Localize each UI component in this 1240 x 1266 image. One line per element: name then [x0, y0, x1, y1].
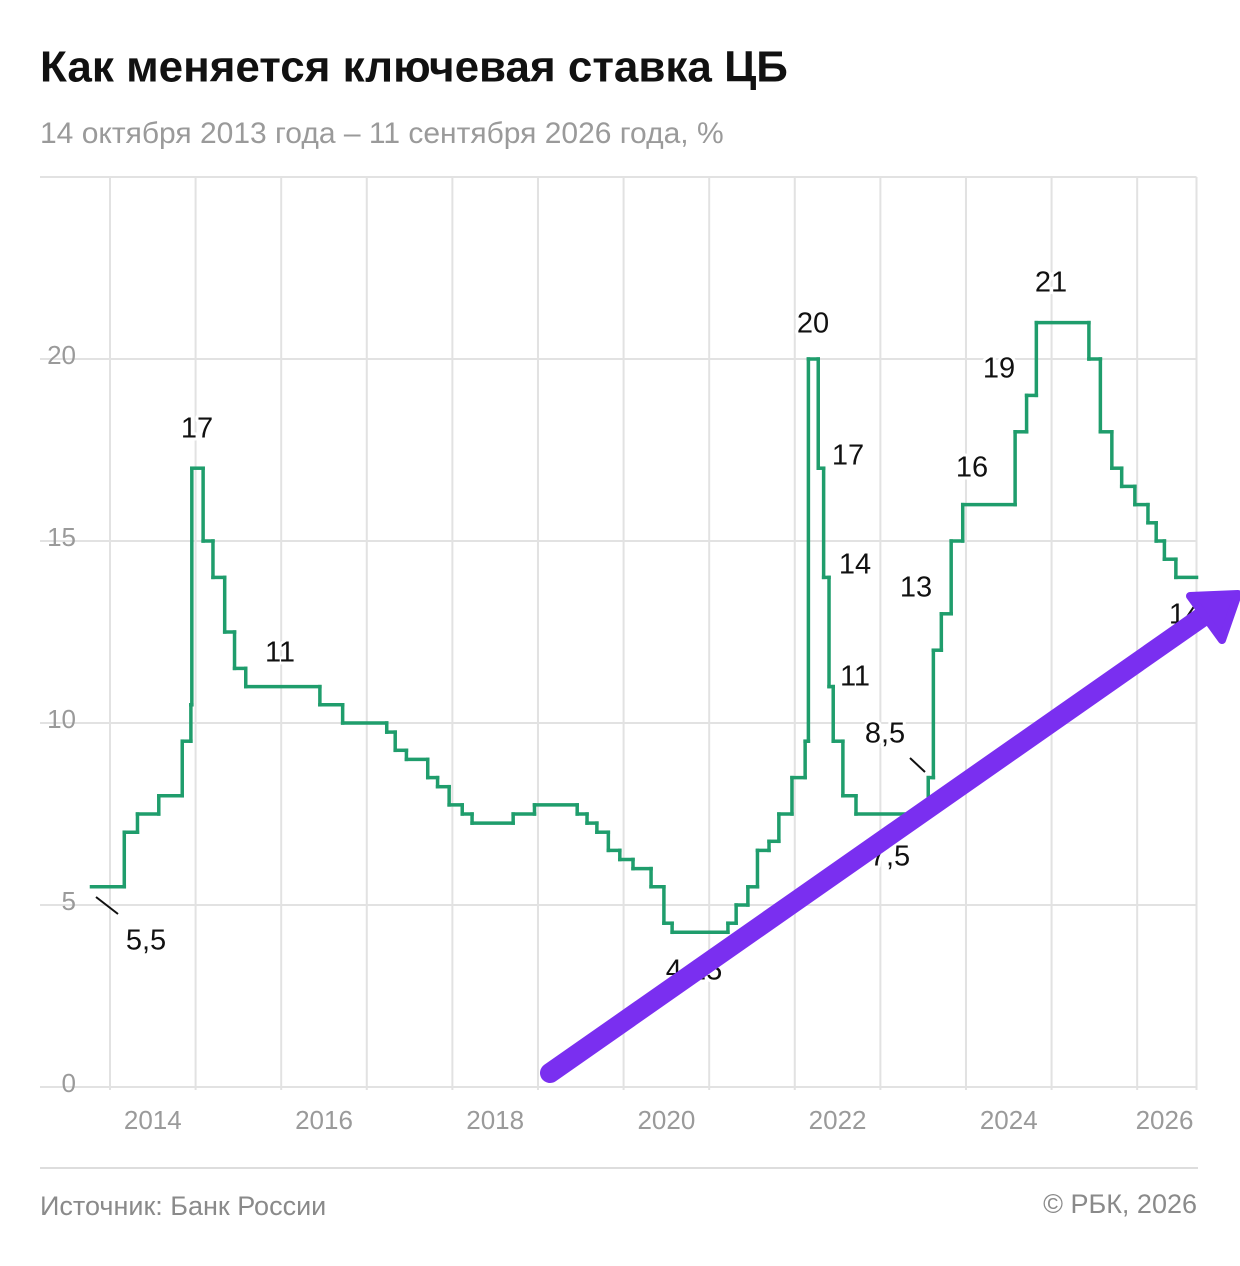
annotation: 8,5 [865, 718, 905, 750]
x-tick-label: 2024 [980, 1105, 1038, 1135]
y-tick-label: 20 [47, 340, 76, 370]
source: Источник: Банк России [40, 1191, 326, 1221]
annotation: 14 [839, 549, 871, 581]
annotation: 20 [797, 308, 829, 340]
y-tick-label: 10 [47, 704, 76, 734]
leader-line [909, 757, 926, 773]
x-tick-label: 2018 [466, 1105, 524, 1135]
y-tick-label: 5 [62, 886, 76, 916]
annotation: 17 [832, 440, 864, 472]
y-tick-label: 0 [62, 1068, 76, 1098]
leader-line [95, 896, 119, 915]
chart-subtitle: 14 октября 2013 года – 11 сентября 2026 … [40, 117, 724, 150]
annotation: 5,5 [126, 925, 166, 957]
annotation: 19 [983, 353, 1015, 385]
x-tick-label: 2014 [124, 1105, 182, 1135]
annotation: 13 [900, 572, 932, 604]
annotation: 11 [265, 637, 295, 669]
arrow-shaft [540, 605, 1215, 1083]
annotation: 11 [840, 661, 870, 693]
y-tick-label: 15 [47, 522, 76, 552]
x-tick-label: 2020 [637, 1105, 695, 1135]
x-tick-label: 2026 [1136, 1105, 1194, 1135]
plot [89, 320, 1199, 935]
credit: © РБК, 2026 [1043, 1189, 1197, 1219]
annotation: 17 [181, 413, 213, 445]
overlay-arrow [540, 590, 1240, 1083]
annotation: 21 [1035, 267, 1067, 299]
chart-title: Как меняется ключевая ставка ЦБ [40, 43, 788, 92]
annotation: 16 [956, 452, 988, 484]
x-tick-label: 2016 [295, 1105, 353, 1135]
arrow-head [1186, 590, 1240, 644]
x-tick-label: 2022 [809, 1105, 867, 1135]
